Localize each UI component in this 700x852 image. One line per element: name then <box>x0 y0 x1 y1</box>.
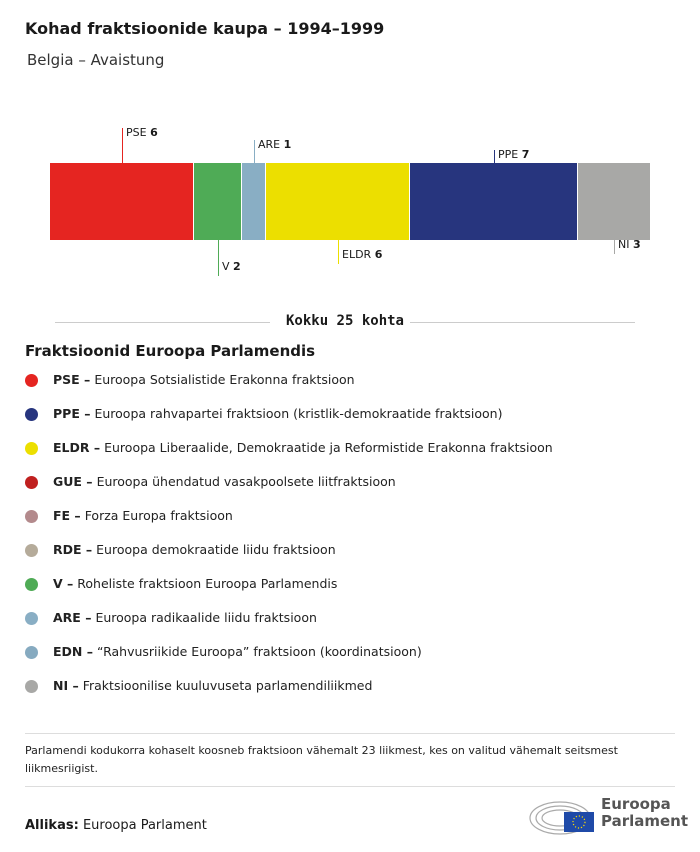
legend: PSE – Euroopa Sotsialistide Erakonna frak… <box>25 372 553 712</box>
legend-item: ARE – Euroopa radikaalide liidu fraktsioo… <box>25 610 553 644</box>
bar-segment-ni <box>578 163 650 240</box>
chart-title: Kohad fraktsioonide kaupa – 1994–1999 <box>25 19 385 38</box>
divider <box>25 733 675 734</box>
bar-segment-eldr <box>266 163 409 240</box>
segment-name: ELDR <box>342 248 375 261</box>
label-leader-line <box>338 240 339 264</box>
total-seats: Kokku 25 kohta <box>55 312 635 332</box>
source-label: Allikas: <box>25 818 79 833</box>
parliament-hemicycle-icon <box>529 801 594 835</box>
legend-description: Euroopa radikaalide liidu fraktsioon <box>95 610 317 625</box>
legend-dot-icon <box>25 578 38 591</box>
segment-name: V <box>222 260 234 273</box>
legend-dot-icon <box>25 544 38 557</box>
legend-code: PPE – <box>53 406 91 421</box>
bar-segment-v <box>194 163 241 240</box>
data-label-v: V 2 <box>222 260 241 273</box>
segment-value: 3 <box>632 238 641 251</box>
legend-description: Euroopa demokraatide liidu fraktsioon <box>96 542 336 557</box>
legend-item: GUE – Euroopa ühendatud vasakpoolsete lii… <box>25 474 553 508</box>
legend-description: Euroopa Liberaalide, Demokraatide ja Ref… <box>104 440 553 455</box>
legend-dot-icon <box>25 612 38 625</box>
label-leader-line <box>254 140 255 163</box>
legend-code: PSE – <box>53 372 91 387</box>
segment-value: 7 <box>521 148 530 161</box>
segment-name: ARE <box>258 138 284 151</box>
data-label-eldr: ELDR 6 <box>342 248 382 261</box>
chart-subtitle: Belgia – Avaistung <box>27 51 165 69</box>
legend-code: FE – <box>53 508 81 523</box>
label-leader-line <box>494 150 495 163</box>
source-value: Euroopa Parlament <box>82 818 207 833</box>
seat-bar-chart: PSE 6 V 2 ARE 1 ELDR 6 PPE 7 NI 3 <box>0 120 700 290</box>
legend-description: Forza Europa fraktsioon <box>84 508 233 523</box>
divider <box>25 786 675 787</box>
legend-item: EDN – “Rahvusriikide Euroopa” fraktsioon … <box>25 644 553 678</box>
segment-name: PSE <box>126 126 151 139</box>
legend-item: FE – Forza Europa fraktsioon <box>25 508 553 542</box>
legend-description: Roheliste fraktsioon Euroopa Parlamendis <box>77 576 338 591</box>
legend-dot-icon <box>25 510 38 523</box>
legend-dot-icon <box>25 680 38 693</box>
legend-item: RDE – Euroopa demokraatide liidu fraktsio… <box>25 542 553 576</box>
legend-dot-icon <box>25 442 38 455</box>
legend-item: PSE – Euroopa Sotsialistide Erakonna frak… <box>25 372 553 406</box>
legend-item: ELDR – Euroopa Liberaalide, Demokraatide … <box>25 440 553 474</box>
legend-description: “Rahvusriikide Euroopa” fraktsioon (koor… <box>96 644 422 659</box>
legend-code: EDN – <box>53 644 93 659</box>
segment-value: 2 <box>233 260 241 273</box>
legend-code: RDE – <box>53 542 93 557</box>
legend-code: ARE – <box>53 610 92 625</box>
data-label-are: ARE 1 <box>258 138 291 151</box>
legend-description: Fraktsioonilise kuuluvuseta parlamendili… <box>82 678 373 693</box>
source: Allikas: Euroopa Parlament <box>25 818 207 833</box>
label-leader-line <box>218 240 219 276</box>
legend-dot-icon <box>25 646 38 659</box>
segment-value: 6 <box>374 248 383 261</box>
logo-line1: Euroopa <box>601 795 671 813</box>
legend-description: Euroopa Sotsialistide Erakonna fraktsioo… <box>94 372 355 387</box>
label-leader-line <box>122 128 123 163</box>
legend-description: Euroopa ühendatud vasakpoolsete liitfrak… <box>96 474 396 489</box>
data-label-ppe: PPE 7 <box>498 148 529 161</box>
legend-item: PPE – Euroopa rahvapartei fraktsioon (kri… <box>25 406 553 440</box>
legend-item: V – Roheliste fraktsioon Euroopa Parlamen… <box>25 576 553 610</box>
legend-code: V – <box>53 576 74 591</box>
european-parliament-logo: Euroopa Parlament <box>528 796 688 836</box>
legend-dot-icon <box>25 476 38 489</box>
legend-code: ELDR – <box>53 440 101 455</box>
bar-segment-are <box>242 163 265 240</box>
segment-value: 1 <box>283 138 292 151</box>
divider <box>55 322 270 323</box>
divider <box>410 322 635 323</box>
data-label-pse: PSE 6 <box>126 126 158 139</box>
legend-description: Euroopa rahvapartei fraktsioon (kristlik… <box>94 406 503 421</box>
bar-segment-ppe <box>410 163 577 240</box>
legend-code: NI – <box>53 678 79 693</box>
legend-dot-icon <box>25 408 38 421</box>
bar-segment-pse <box>50 163 193 240</box>
segment-name: PPE <box>498 148 522 161</box>
legend-code: GUE – <box>53 474 93 489</box>
legend-title: Fraktsioonid Euroopa Parlamendis <box>25 342 316 360</box>
total-label: Kokku 25 kohta <box>285 313 404 329</box>
segment-value: 6 <box>150 126 158 139</box>
legend-dot-icon <box>25 374 38 387</box>
data-label-ni: NI 3 <box>618 238 641 251</box>
footnote: Parlamendi kodukorra kohaselt koosneb fr… <box>25 744 618 775</box>
label-leader-line <box>614 240 615 254</box>
legend-item: NI – Fraktsioonilise kuuluvuseta parlamen… <box>25 678 553 712</box>
logo-line2: Parlament <box>601 812 689 830</box>
segment-name: NI <box>618 238 633 251</box>
